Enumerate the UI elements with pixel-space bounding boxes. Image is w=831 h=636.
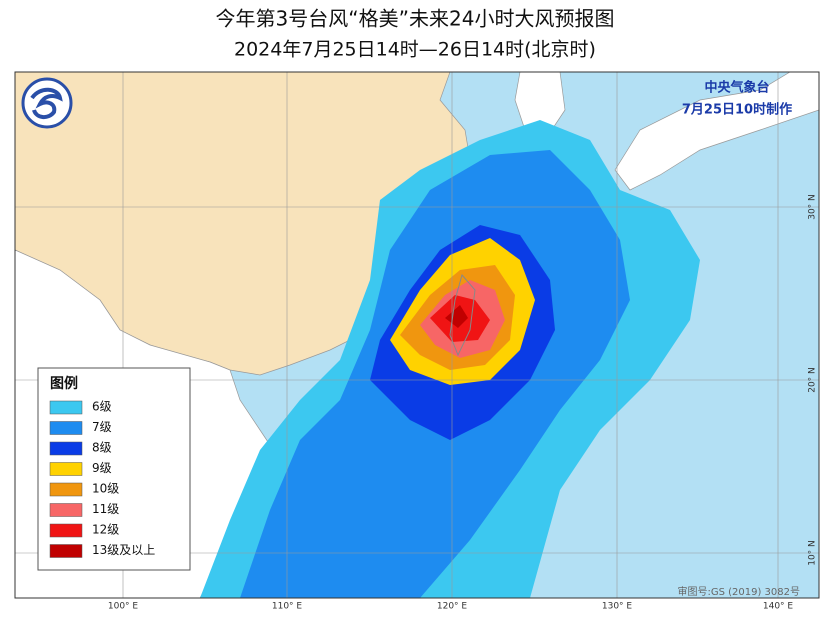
- longitude-label: 100° E: [108, 602, 139, 612]
- logo: [21, 77, 73, 129]
- legend-title: 图例: [50, 375, 78, 392]
- legend-label: 6级: [92, 400, 112, 414]
- legend-swatch: [49, 482, 83, 497]
- legend-swatch: [49, 523, 83, 538]
- legend-swatch: [49, 441, 83, 456]
- longitude-label: 110° E: [272, 602, 303, 612]
- approval-number: 审图号:GS (2019) 3082号: [677, 585, 800, 598]
- latitude-label: 10° N: [808, 540, 818, 566]
- latitude-label: 30° N: [808, 194, 818, 220]
- legend-label: 8级: [92, 441, 112, 455]
- legend-swatch: [49, 544, 83, 558]
- taiwan-outline: [449, 273, 476, 357]
- legend-label: 13级及以上: [92, 543, 155, 557]
- legend-swatch: [49, 462, 83, 476]
- legend-label: 7级: [92, 420, 112, 434]
- legend-label: 11级: [92, 502, 119, 516]
- map: [15, 72, 819, 598]
- legend-label: 12级: [92, 523, 119, 537]
- longitude-label: 140° E: [763, 602, 794, 612]
- legend-label: 9级: [92, 461, 112, 475]
- legend-swatch: [49, 421, 83, 435]
- logo-swirl: [30, 87, 63, 119]
- issue-time: 7月25日10时制作: [682, 102, 792, 118]
- subtitle: 2024年7月25日14时—26日14时(北京时): [234, 39, 596, 61]
- wind-13: [445, 305, 468, 328]
- title: 今年第3号台风“格美”未来24小时大风预报图: [216, 7, 615, 31]
- map-frame: [14, 71, 820, 599]
- latitude-label: 20° N: [808, 367, 818, 393]
- legend-label: 10级: [92, 482, 119, 496]
- legend-swatch: [49, 400, 83, 415]
- longitude-label: 130° E: [602, 602, 633, 612]
- longitude-label: 120° E: [437, 602, 468, 612]
- agency-name: 中央气象台: [704, 80, 769, 96]
- japan-land: [614, 72, 819, 191]
- legend-swatch: [49, 503, 83, 517]
- legend: 图例 6级 7级 8级 9级 10级 11级 12级 13级及以上: [37, 367, 191, 571]
